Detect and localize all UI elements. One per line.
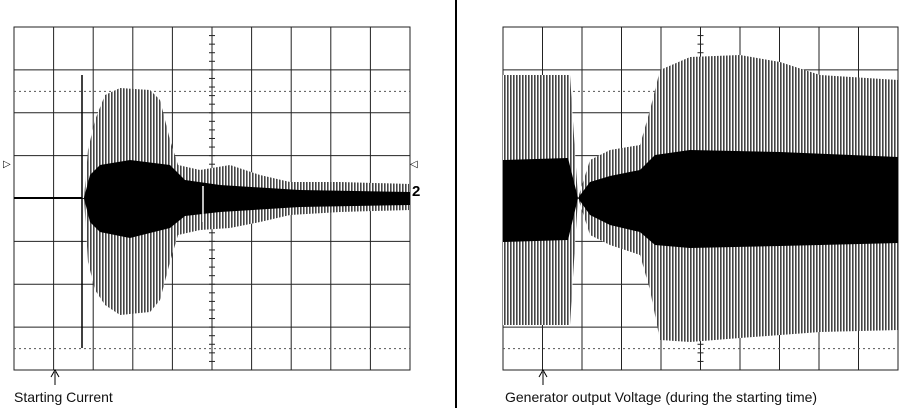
voltage-core bbox=[503, 150, 898, 248]
right-caption-group: Generator output Voltage (during the sta… bbox=[505, 370, 817, 405]
page: ▷ ◁ 2 Starting Current Generator output … bbox=[0, 0, 900, 408]
right-marker: ◁ bbox=[410, 159, 418, 170]
channel-label: 2 bbox=[412, 183, 420, 200]
left-caption-group: Starting Current bbox=[14, 370, 113, 405]
oscilloscope-figure: ▷ ◁ 2 Starting Current Generator output … bbox=[0, 0, 900, 408]
caption: Starting Current bbox=[14, 389, 113, 405]
voltage-trace bbox=[503, 55, 898, 342]
left-marker: ▷ bbox=[3, 159, 11, 170]
caption: Generator output Voltage (during the sta… bbox=[505, 389, 817, 405]
